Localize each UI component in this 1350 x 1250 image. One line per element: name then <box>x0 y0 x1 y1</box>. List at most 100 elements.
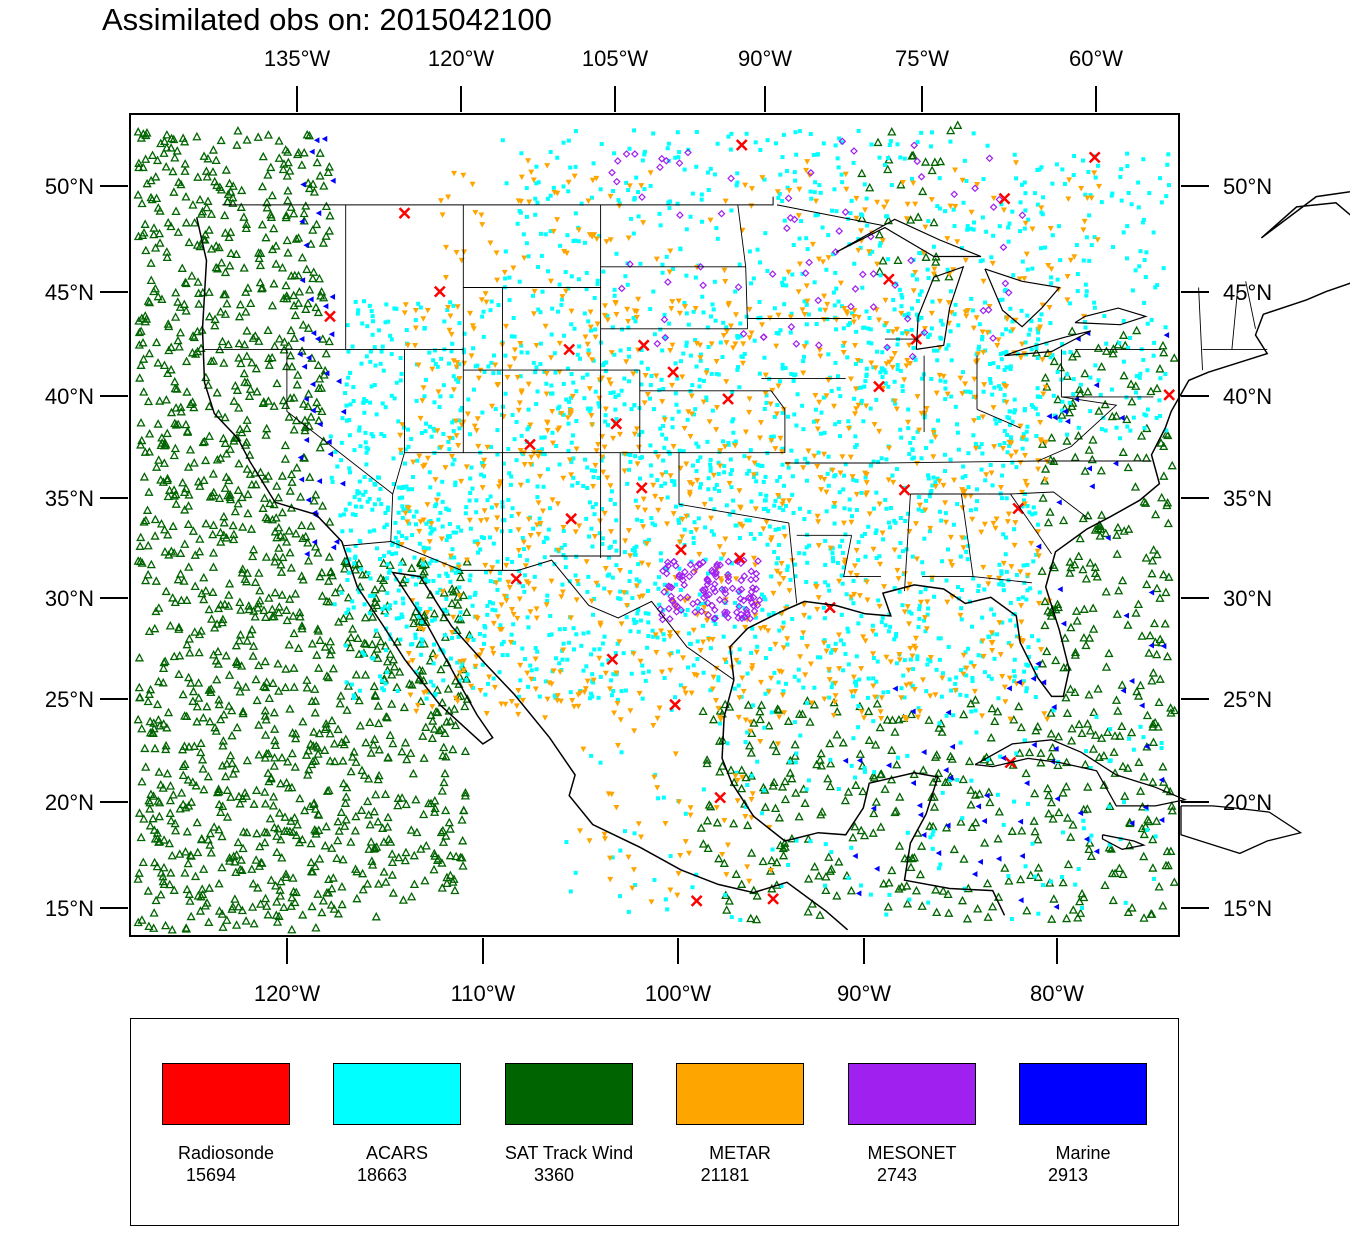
acars-ob <box>1107 842 1112 847</box>
acars-ob <box>345 418 350 423</box>
sat-wind-ob <box>428 716 438 725</box>
acars-ob <box>378 487 383 492</box>
sat-wind-ob <box>303 538 313 547</box>
sat-wind-ob <box>1154 697 1164 706</box>
acars-ob <box>368 477 373 482</box>
sat-wind-ob <box>153 796 163 805</box>
acars-ob <box>598 674 603 679</box>
sat-wind-ob <box>313 889 323 898</box>
sat-wind-ob <box>161 586 171 596</box>
sat-wind-ob <box>283 147 293 156</box>
acars-ob <box>784 169 789 174</box>
sat-wind-ob <box>295 611 305 621</box>
acars-ob <box>454 377 459 382</box>
sat-wind-ob <box>280 440 290 450</box>
sat-wind-ob <box>176 402 186 412</box>
acars-ob <box>701 378 706 383</box>
acars-ob <box>1033 874 1038 879</box>
metar-ob <box>625 528 632 534</box>
acars-ob <box>424 521 429 526</box>
acars-ob <box>528 663 533 668</box>
sat-wind-ob <box>218 922 228 931</box>
acars-ob <box>428 531 433 536</box>
sat-wind-ob <box>237 185 247 195</box>
sat-wind-ob <box>351 757 361 766</box>
acars-ob <box>470 685 475 690</box>
sat-wind-ob <box>182 595 192 604</box>
sat-wind-ob <box>953 120 963 129</box>
acars-ob <box>639 382 644 387</box>
sat-wind-ob <box>437 786 447 795</box>
metar-ob <box>525 516 532 523</box>
metar-ob <box>904 358 911 364</box>
sat-wind-ob <box>812 759 822 769</box>
acars-ob <box>1145 321 1150 326</box>
acars-ob <box>836 786 841 791</box>
acars-ob <box>582 240 587 245</box>
sat-wind-ob <box>1094 406 1104 415</box>
acars-ob <box>1049 275 1054 280</box>
sat-wind-ob <box>268 800 278 810</box>
acars-ob <box>677 566 682 571</box>
acars-ob <box>958 740 963 745</box>
metar-ob <box>424 502 431 508</box>
sat-wind-ob <box>322 671 332 680</box>
acars-ob <box>409 642 414 647</box>
sat-wind-ob <box>412 827 422 837</box>
acars-ob <box>971 433 976 438</box>
acars-ob <box>450 462 455 467</box>
acars-ob <box>458 610 463 615</box>
acars-ob <box>344 680 349 685</box>
metar-ob <box>883 654 890 661</box>
sat-wind-ob <box>309 727 319 736</box>
sat-wind-ob <box>858 786 868 796</box>
sat-wind-ob <box>218 801 228 810</box>
acars-ob <box>676 155 681 160</box>
metar-ob <box>800 630 807 636</box>
sat-wind-ob <box>317 406 327 416</box>
sat-wind-ob <box>915 869 925 879</box>
metar-ob <box>1022 478 1029 485</box>
acars-ob <box>1062 350 1067 355</box>
sat-wind-ob <box>783 716 794 725</box>
sat-wind-ob <box>320 642 330 651</box>
acars-ob <box>930 846 935 851</box>
sat-wind-ob <box>771 746 781 756</box>
acars-ob <box>708 457 713 462</box>
acars-ob <box>780 446 785 451</box>
acars-ob <box>698 482 703 487</box>
acars-ob <box>758 147 763 152</box>
sat-wind-ob <box>285 704 295 713</box>
acars-ob <box>964 178 969 183</box>
acars-ob <box>732 624 737 629</box>
acars-ob <box>949 688 954 693</box>
sat-wind-ob <box>453 600 463 609</box>
acars-ob <box>871 719 876 724</box>
sat-wind-ob <box>224 578 235 588</box>
acars-ob <box>399 612 404 617</box>
sat-wind-ob <box>261 430 271 439</box>
sat-wind-ob <box>325 756 335 765</box>
acars-ob <box>971 220 976 225</box>
sat-wind-ob <box>268 791 279 801</box>
acars-ob <box>389 393 394 398</box>
metar-ob <box>498 602 505 608</box>
sat-wind-ob <box>298 533 308 543</box>
sat-wind-ob <box>174 624 184 633</box>
acars-ob <box>598 760 603 765</box>
acars-ob <box>823 883 828 888</box>
sat-wind-ob <box>195 194 205 204</box>
sat-wind-ob <box>311 302 321 312</box>
acars-ob <box>683 811 688 816</box>
metar-ob <box>903 331 910 337</box>
sat-wind-ob <box>133 127 143 136</box>
acars-ob <box>695 606 700 611</box>
metar-ob <box>779 625 786 632</box>
metar-ob <box>778 449 785 455</box>
sat-wind-ob <box>307 901 317 911</box>
acars-ob <box>1038 246 1043 251</box>
acars-ob <box>400 495 405 500</box>
metar-ob <box>742 624 749 631</box>
sat-wind-ob <box>199 572 209 582</box>
acars-ob <box>997 418 1002 423</box>
